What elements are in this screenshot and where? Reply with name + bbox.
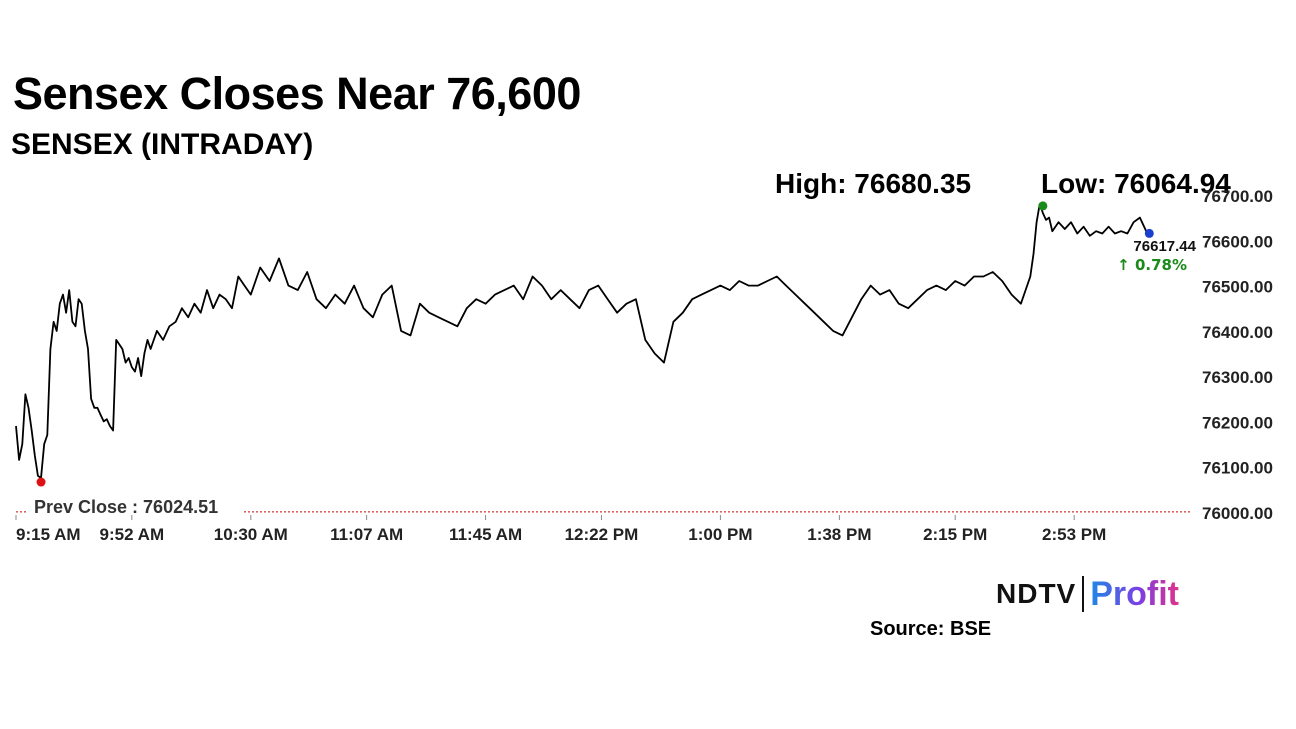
y-tick-label: 76300.00	[1202, 368, 1273, 387]
y-tick-label: 76600.00	[1202, 232, 1273, 251]
x-tick-label: 1:38 PM	[807, 525, 871, 544]
y-tick-label: 76500.00	[1202, 278, 1273, 297]
y-tick-label: 76700.00	[1202, 187, 1273, 206]
x-tick-label: 11:07 AM	[330, 525, 403, 544]
logo-ndtv-text: NDTV	[996, 578, 1077, 609]
last-value-label: 76617.44	[1133, 238, 1196, 255]
y-tick-label: 76000.00	[1202, 504, 1273, 523]
prev-close-label-bg	[28, 495, 244, 518]
low-point-marker	[36, 477, 46, 487]
sensex-series-line	[15, 203, 1150, 479]
x-tick-label: 12:22 PM	[565, 525, 639, 544]
high-point-marker	[1038, 201, 1048, 211]
ndtv-profit-logo: NDTV Profit	[996, 574, 1179, 614]
y-tick-label: 76200.00	[1202, 413, 1273, 432]
logo-profit-text: Profit	[1090, 574, 1180, 613]
y-tick-label: 76400.00	[1202, 323, 1273, 342]
source-note: Source: BSE	[870, 618, 992, 640]
prev-close-label: Prev Close : 76024.51	[34, 497, 218, 517]
high-value-label: High: 76680.35	[775, 168, 972, 199]
x-tick-label: 10:30 AM	[214, 525, 288, 544]
x-tick-label: 9:15 AM	[16, 525, 81, 544]
chart-headline: Sensex Closes Near 76,600	[13, 68, 581, 119]
low-value-label: Low: 76064.94	[1041, 168, 1231, 199]
logo-divider	[1082, 576, 1085, 612]
y-tick-label: 76100.00	[1202, 459, 1273, 478]
x-tick-label: 1:00 PM	[688, 525, 752, 544]
last-point-marker	[1144, 228, 1154, 238]
x-tick-label: 11:45 AM	[449, 525, 522, 544]
x-tick-label: 9:52 AM	[100, 525, 165, 544]
x-tick-label: 2:15 PM	[923, 525, 987, 544]
x-tick-label: 2:53 PM	[1042, 525, 1106, 544]
change-percent-label: ↑ 0.78%	[1117, 256, 1187, 274]
chart-subtitle: SENSEX (INTRADAY)	[11, 128, 314, 161]
